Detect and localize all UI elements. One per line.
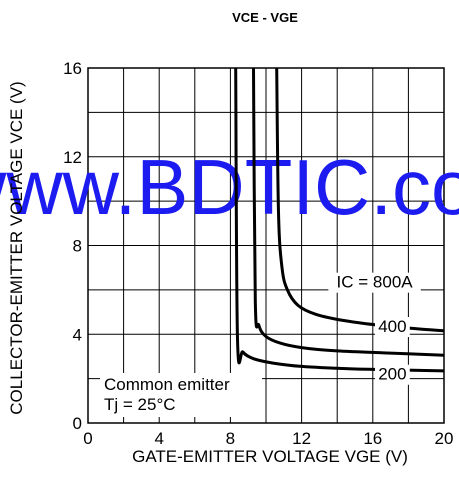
grid-lines [88, 68, 444, 423]
y-tick-label: 12 [63, 148, 82, 167]
annotation-line-1: Common emitter [104, 375, 230, 394]
plot-frame [87, 67, 445, 424]
x-tick-label: 0 [83, 429, 92, 448]
annotation-box: Common emitter Tj = 25°C [100, 373, 262, 417]
x-tick-label: 4 [154, 429, 163, 448]
x-tick-label: 16 [363, 429, 382, 448]
series-label-background [374, 364, 410, 385]
series-label-1: 400 [378, 317, 406, 336]
series-label-0: IC = 800A [337, 273, 414, 292]
y-tick-label: 0 [73, 414, 82, 433]
curve-series-1 [252, 67, 445, 357]
x-tick-label: 20 [435, 429, 454, 448]
y-tick-label: 4 [73, 325, 82, 344]
y-tick-label: 8 [73, 237, 82, 256]
x-axis-label: GATE-EMITTER VOLTAGE VGE (V) [132, 447, 408, 466]
curve-series-2 [234, 67, 445, 373]
y-tick-label: 16 [63, 59, 82, 78]
x-tick-label: 12 [292, 429, 311, 448]
y-tick-labels: 0 4 8 12 16 [63, 59, 82, 433]
x-tick-label: 8 [226, 429, 235, 448]
y-axis-label: COLLECTOR-EMITTER VOLTAGE VCE (V) [7, 81, 26, 414]
series-label-background [374, 317, 410, 338]
annotation-background [100, 373, 262, 417]
series-labels: IC = 800A 400 200 [328, 272, 421, 385]
curve-series-0 [275, 67, 445, 333]
watermark-text: www.BDTIC.com [0, 143, 459, 231]
chart-title: VCE - VGE [232, 10, 298, 25]
series-label-2: 200 [378, 365, 406, 384]
annotation-line-2: Tj = 25°C [104, 395, 176, 414]
x-tick-labels: 0 4 8 12 16 20 [83, 429, 453, 448]
series-label-background [328, 272, 421, 293]
curves [234, 67, 445, 373]
